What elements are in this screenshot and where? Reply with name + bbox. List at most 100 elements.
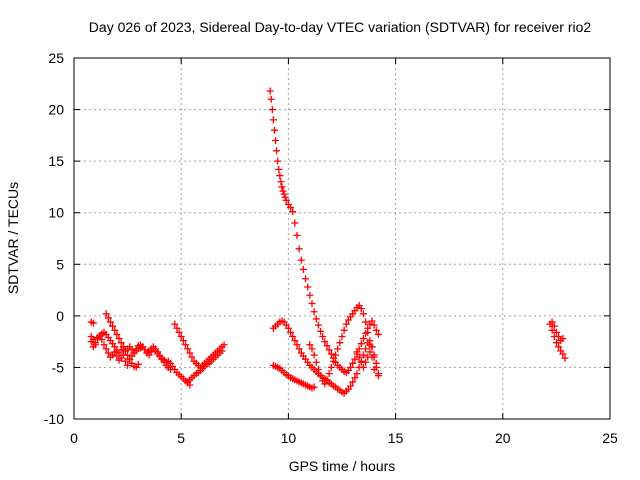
grid-lines: [74, 58, 610, 419]
data-point: [124, 361, 132, 369]
data-point: [362, 345, 370, 353]
data-point: [179, 337, 187, 345]
data-point: [89, 319, 97, 327]
data-point: [130, 349, 138, 357]
data-point: [91, 339, 99, 347]
data-point: [359, 363, 367, 371]
data-point: [314, 321, 322, 329]
data-point: [336, 339, 344, 347]
data-point: [310, 351, 318, 359]
data-point: [126, 355, 134, 363]
data-point: [289, 332, 297, 340]
data-point: [218, 347, 226, 355]
data-point: [325, 346, 333, 354]
data-point: [268, 106, 276, 114]
data-point: [548, 326, 556, 334]
data-point: [370, 321, 378, 329]
data-point: [102, 345, 110, 353]
data-point: [270, 126, 278, 134]
y-tick-label: 10: [48, 205, 64, 221]
data-point: [293, 231, 301, 239]
data-point: [351, 355, 359, 363]
data-point: [353, 348, 361, 356]
data-point: [267, 95, 275, 103]
data-point: [555, 343, 563, 351]
series-arc-9: [269, 361, 318, 392]
data-point: [121, 357, 129, 365]
data-point: [279, 187, 287, 195]
data-point: [327, 363, 335, 371]
x-tick-label: 10: [281, 430, 297, 446]
data-point: [276, 172, 284, 180]
data-point: [282, 196, 290, 204]
data-point: [561, 354, 569, 362]
data-point: [173, 324, 181, 332]
data-point: [306, 341, 314, 349]
data-point: [323, 376, 331, 384]
x-tick-label: 15: [388, 430, 404, 446]
data-point: [306, 291, 314, 299]
data-point: [366, 348, 374, 356]
data-point: [275, 165, 283, 173]
data-point: [353, 370, 361, 378]
data-point: [329, 357, 337, 365]
data-point: [111, 326, 119, 334]
data-point: [102, 310, 110, 318]
data-point: [280, 190, 288, 198]
data-point: [98, 336, 106, 344]
data-point: [368, 343, 376, 351]
data-point: [299, 265, 307, 273]
data-point: [287, 328, 295, 336]
data-point: [109, 322, 117, 330]
data-point: [293, 341, 301, 349]
data-point: [355, 353, 363, 361]
y-tick-label: 25: [48, 50, 64, 66]
data-point: [297, 256, 305, 264]
data-point: [317, 327, 325, 335]
data-point: [278, 183, 286, 191]
data-point: [362, 358, 370, 366]
data-point: [186, 349, 194, 357]
data-point: [370, 365, 378, 373]
data-point: [104, 314, 112, 322]
y-tick-label: 0: [56, 308, 64, 324]
data-point: [124, 351, 132, 359]
data-point: [359, 351, 367, 359]
data-point: [272, 137, 280, 145]
data-point: [317, 372, 325, 380]
axis-ticks: 0 5 10 15 20 25 -10 -5 0 5 10 15 20 25: [44, 50, 618, 446]
data-point: [359, 335, 367, 343]
data-point: [374, 330, 382, 338]
series-arc-4: [87, 318, 97, 327]
data-point: [349, 359, 357, 367]
data-point: [115, 335, 123, 343]
data-point: [177, 332, 185, 340]
y-axis-label: SDTVAR / TECUs: [5, 182, 21, 294]
data-point: [304, 283, 312, 291]
data-point: [374, 370, 382, 378]
data-point: [323, 342, 331, 350]
data-point: [106, 318, 114, 326]
data-point: [310, 383, 318, 391]
data-point: [100, 341, 108, 349]
data-point: [171, 320, 179, 328]
data-points: [87, 87, 569, 397]
data-point: [273, 147, 281, 155]
data-point: [340, 326, 348, 334]
data-point: [359, 310, 367, 318]
data-point: [362, 318, 370, 326]
data-point: [266, 87, 274, 95]
data-point: [347, 382, 355, 390]
data-point: [349, 378, 357, 386]
data-point: [351, 374, 359, 382]
data-point: [319, 332, 327, 340]
data-point: [342, 320, 350, 328]
data-point: [308, 345, 316, 353]
data-point: [281, 193, 289, 201]
data-point: [357, 340, 365, 348]
data-point: [295, 245, 303, 253]
data-point: [338, 332, 346, 340]
data-point: [327, 350, 335, 358]
data-point: [134, 360, 142, 368]
data-point: [555, 332, 563, 340]
